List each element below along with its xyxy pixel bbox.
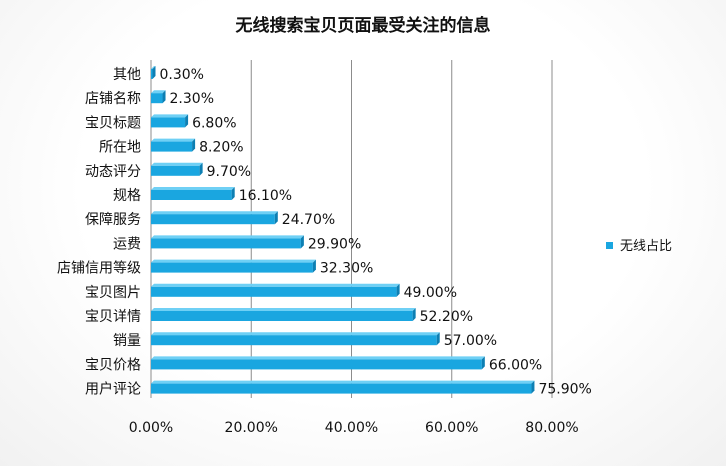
category-label: 运费 — [113, 236, 141, 252]
chart-title: 无线搜索宝贝页面最受关注的信息 — [235, 15, 491, 36]
bar-end-face — [185, 114, 189, 128]
bar-front-face — [151, 311, 413, 321]
bar-top-face — [151, 66, 156, 69]
category-label: 用户评论 — [85, 381, 141, 398]
bar-top-face — [151, 138, 196, 142]
category-label: 宝贝详情 — [85, 309, 141, 325]
data-label: 0.30% — [160, 67, 204, 83]
data-label: 2.30% — [170, 91, 214, 107]
legend-label: 无线占比 — [620, 239, 672, 254]
bar-end-face — [531, 380, 535, 394]
bar-front-face — [151, 335, 437, 346]
bar-top-face — [151, 283, 400, 287]
category-label: 销量 — [113, 333, 141, 349]
bar — [151, 356, 485, 370]
bar — [151, 380, 535, 394]
bar-top-face — [151, 308, 416, 311]
x-tick-label: 40.00% — [325, 420, 378, 436]
bar — [151, 283, 400, 297]
bar — [151, 162, 203, 176]
category-label: 店铺名称 — [85, 91, 141, 107]
category-label: 动态评分 — [85, 164, 141, 180]
bar-end-face — [199, 162, 203, 176]
bar-end-face — [481, 356, 485, 370]
bar-front-face — [151, 165, 200, 176]
bar-top-face — [151, 356, 485, 360]
bar-end-face — [152, 66, 156, 79]
bar-front-face — [151, 262, 313, 273]
category-label: 所在地 — [99, 140, 141, 156]
category-label: 其他 — [113, 67, 141, 83]
bar-front-face — [151, 93, 163, 104]
category-label: 规格 — [113, 188, 141, 204]
bar — [151, 138, 196, 152]
data-label: 6.80% — [192, 115, 236, 131]
bar — [151, 235, 304, 249]
data-label: 29.90% — [308, 236, 361, 252]
bar-front-face — [151, 117, 186, 128]
x-tick-label: 0.00% — [129, 420, 173, 436]
bar-end-face — [412, 308, 416, 321]
bar-top-face — [151, 187, 235, 190]
bar-front-face — [151, 190, 232, 200]
bar — [151, 187, 235, 200]
category-label: 宝贝图片 — [85, 285, 141, 301]
bar-front-face — [151, 286, 397, 297]
x-tick-label: 60.00% — [425, 420, 478, 436]
bar — [151, 332, 440, 346]
bar — [151, 211, 278, 225]
bar-top-face — [151, 332, 440, 336]
category-label: 宝贝标题 — [85, 115, 141, 131]
bar-end-face — [231, 187, 235, 200]
data-label: 16.10% — [239, 188, 292, 204]
category-label: 宝贝价格 — [85, 357, 141, 373]
bar-top-face — [151, 90, 166, 94]
data-label: 75.90% — [538, 382, 591, 398]
category-label: 店铺信用等级 — [57, 260, 141, 277]
category-label: 保障服务 — [85, 212, 141, 228]
bar-front-face — [151, 69, 153, 79]
data-label: 9.70% — [207, 164, 251, 180]
bars: 0.30% 2.30% 6.80% 8.20% 9.70% 16.10% 24.70% 29.… — [151, 66, 592, 398]
data-label: 57.00% — [444, 333, 497, 349]
bar — [151, 259, 316, 273]
bar-end-face — [274, 211, 278, 225]
bar — [151, 66, 156, 79]
data-label: 52.20% — [420, 309, 473, 325]
x-tick-label: 80.00% — [525, 420, 578, 436]
bar — [151, 308, 416, 321]
bar-front-face — [151, 238, 301, 249]
bar-front-face — [151, 359, 482, 370]
bar — [151, 114, 189, 128]
legend-swatch — [606, 242, 613, 249]
bar-end-face — [300, 235, 304, 249]
x-tick-label: 20.00% — [225, 420, 278, 436]
bar-top-face — [151, 259, 316, 263]
bar-top-face — [151, 380, 535, 384]
bar-end-face — [162, 90, 166, 104]
bar-end-face — [436, 332, 440, 346]
bar-top-face — [151, 114, 189, 118]
bar-end-face — [396, 283, 400, 297]
bar — [151, 90, 166, 104]
legend: 无线占比 — [606, 239, 672, 254]
bar-end-face — [192, 138, 196, 152]
data-label: 32.30% — [320, 261, 373, 277]
bar-top-face — [151, 162, 203, 166]
data-label: 24.70% — [282, 212, 335, 228]
data-label: 8.20% — [199, 140, 243, 156]
bar-end-face — [312, 259, 316, 273]
category-labels: 其他店铺名称宝贝标题所在地动态评分规格保障服务运费店铺信用等级宝贝图片宝贝详情销… — [57, 67, 141, 398]
data-label: 66.00% — [489, 357, 542, 373]
x-tick-labels: 0.00% 20.00% 40.00% 60.00% 80.00% — [129, 420, 579, 436]
bar-front-face — [151, 214, 275, 225]
bar-front-face — [151, 141, 193, 152]
bar-top-face — [151, 235, 304, 239]
bar-top-face — [151, 211, 278, 215]
data-label: 49.00% — [404, 285, 457, 301]
bar-front-face — [151, 383, 532, 394]
